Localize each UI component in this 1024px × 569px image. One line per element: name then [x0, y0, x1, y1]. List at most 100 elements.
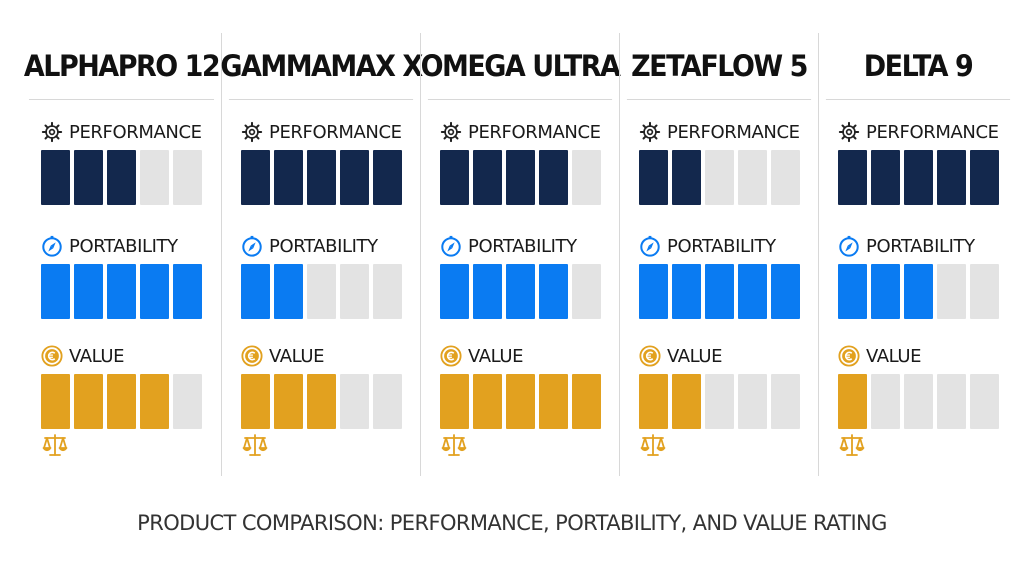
rating-segment-filled	[539, 150, 568, 205]
rating-segment-filled	[871, 150, 900, 205]
metric-label: VALUE	[468, 345, 524, 367]
rating-bars	[838, 374, 1006, 429]
metric-header: PERFORMANCE	[440, 120, 608, 144]
rating-segment-filled	[937, 150, 966, 205]
chart-caption: PRODUCT COMPARISON: PERFORMANCE, PORTABI…	[137, 511, 887, 535]
rating-segment-filled	[307, 150, 336, 205]
gear-icon	[241, 121, 263, 143]
rating-bars	[440, 374, 608, 429]
metric-label: PORTABILITY	[667, 235, 776, 257]
metric-header: PORTABILITY	[838, 234, 1006, 258]
rating-segment-filled	[473, 264, 502, 319]
rating-segment-filled	[274, 264, 303, 319]
rating-segment-filled	[307, 374, 336, 429]
metric-label: PORTABILITY	[866, 235, 975, 257]
compass-icon	[839, 235, 859, 257]
balance-scale-icon	[242, 434, 268, 456]
metric-header: VALUE	[41, 344, 209, 368]
metric-header: VALUE	[639, 344, 807, 368]
rating-segment-empty	[373, 264, 402, 319]
rating-bars	[41, 264, 209, 319]
rating-segment-empty	[307, 264, 336, 319]
rating-segment-empty	[340, 374, 369, 429]
rating-segment-empty	[771, 374, 800, 429]
metric-performance: PERFORMANCE	[838, 120, 1006, 205]
metric-label: PERFORMANCE	[468, 121, 601, 143]
rating-segment-filled	[539, 374, 568, 429]
rating-segment-filled	[705, 264, 734, 319]
comparison-grid: ALPHAPRO 12 PERFORMANCE PORTABILITY VALUE GA…	[22, 33, 1018, 476]
rating-segment-filled	[241, 264, 270, 319]
rating-segment-empty	[738, 374, 767, 429]
balance-scale-icon	[441, 434, 467, 456]
metric-label: VALUE	[269, 345, 325, 367]
rating-segment-filled	[41, 374, 70, 429]
rating-bars	[639, 374, 807, 429]
rating-segment-filled	[506, 374, 535, 429]
rating-segment-filled	[539, 264, 568, 319]
rating-segment-filled	[274, 150, 303, 205]
rating-segment-filled	[639, 374, 668, 429]
product-name: GAMMAMAX X	[220, 33, 423, 100]
metric-label: PERFORMANCE	[667, 121, 800, 143]
compass-icon	[441, 235, 461, 257]
rating-segment-empty	[970, 264, 999, 319]
metric-label: PORTABILITY	[468, 235, 577, 257]
product-name: ZETAFLOW 5	[626, 33, 812, 100]
metric-portability: PORTABILITY	[41, 234, 209, 319]
rating-segment-filled	[771, 264, 800, 319]
rating-segment-filled	[572, 374, 601, 429]
rating-segment-filled	[74, 374, 103, 429]
rating-segment-filled	[140, 264, 169, 319]
metric-value: VALUE	[639, 344, 807, 429]
rating-segment-filled	[838, 150, 867, 205]
metric-performance: PERFORMANCE	[241, 120, 409, 205]
metric-portability: PORTABILITY	[639, 234, 807, 319]
metric-value: VALUE	[440, 344, 608, 429]
gear-icon	[838, 121, 860, 143]
rating-segment-filled	[340, 150, 369, 205]
rating-segment-filled	[473, 374, 502, 429]
rating-segment-filled	[672, 374, 701, 429]
rating-segment-empty	[340, 264, 369, 319]
euro-coin-icon	[241, 345, 263, 367]
rating-segment-empty	[173, 374, 202, 429]
metric-header: PORTABILITY	[241, 234, 409, 258]
metric-label: VALUE	[866, 345, 922, 367]
euro-coin-icon	[41, 345, 63, 367]
rating-segment-empty	[140, 150, 169, 205]
product-column: OMEGA ULTRA PERFORMANCE PORTABILITY VALUE	[420, 33, 621, 476]
rating-bars	[241, 150, 409, 205]
product-name: DELTA 9	[825, 33, 1011, 100]
metric-value: VALUE	[41, 344, 209, 429]
metric-performance: PERFORMANCE	[639, 120, 807, 205]
metric-header: PERFORMANCE	[41, 120, 209, 144]
rating-segment-filled	[738, 264, 767, 319]
rating-segment-filled	[274, 374, 303, 429]
gear-icon	[440, 121, 462, 143]
rating-segment-filled	[173, 264, 202, 319]
metric-label: VALUE	[667, 345, 723, 367]
compass-icon	[640, 235, 660, 257]
metric-header: PORTABILITY	[440, 234, 608, 258]
rating-bars	[838, 264, 1006, 319]
rating-segment-empty	[705, 374, 734, 429]
rating-bars	[838, 150, 1006, 205]
euro-coin-icon	[440, 345, 462, 367]
rating-segment-filled	[639, 264, 668, 319]
metric-portability: PORTABILITY	[838, 234, 1006, 319]
rating-segment-filled	[639, 150, 668, 205]
rating-segment-empty	[937, 374, 966, 429]
metric-header: PORTABILITY	[639, 234, 807, 258]
metric-header: PERFORMANCE	[241, 120, 409, 144]
product-name: OMEGA ULTRA	[421, 33, 621, 100]
metric-performance: PERFORMANCE	[41, 120, 209, 205]
rating-bars	[440, 150, 608, 205]
rating-segment-filled	[838, 264, 867, 319]
rating-segment-empty	[738, 150, 767, 205]
rating-bars	[639, 150, 807, 205]
rating-segment-filled	[506, 150, 535, 205]
metric-header: VALUE	[440, 344, 608, 368]
product-column: ALPHAPRO 12 PERFORMANCE PORTABILITY VALUE	[22, 33, 221, 476]
metric-value: VALUE	[838, 344, 1006, 429]
